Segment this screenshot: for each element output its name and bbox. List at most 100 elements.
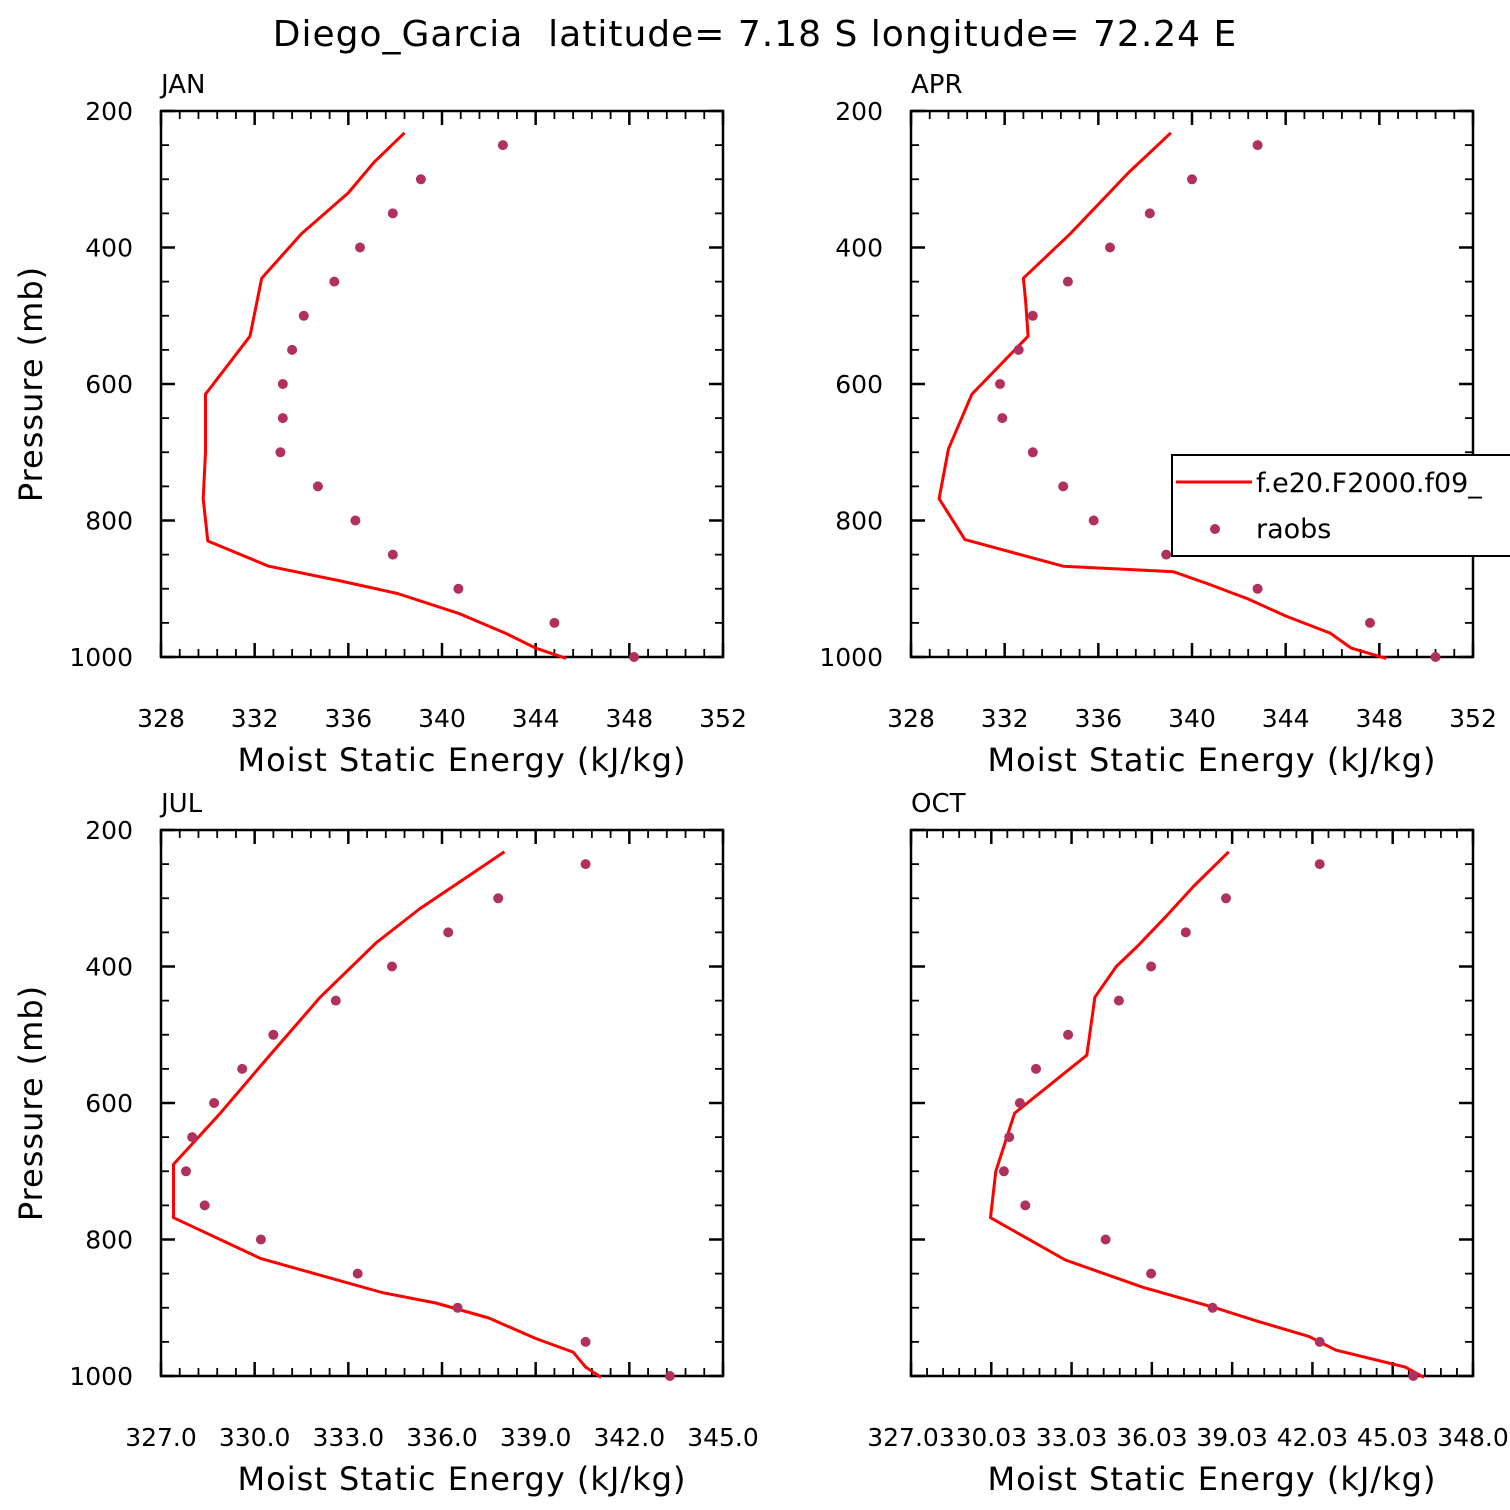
raobs-point [237,1063,248,1074]
x-tick-label: 339.0 [500,1423,572,1452]
panel-apr: APR 328 332 336 340 344 348 352 200 400 600 800 1000… [819,70,1496,779]
raobs-point [1027,310,1038,321]
plot-frame [159,109,725,659]
x-tick-label: 336 [324,704,372,733]
raobs-point [629,652,639,662]
raobs-point [1146,961,1157,972]
raobs-point [1027,447,1038,458]
y-axis-title: Pressure (mb) [12,985,50,1221]
raobs-point [187,1132,198,1143]
panel-label: JAN [159,70,205,100]
raobs-point [580,1336,591,1347]
y-tick-label: 1000 [69,1362,133,1391]
raobs-point [275,447,286,458]
raobs-point [443,927,454,938]
x-tick-label: 348.0 [1437,1423,1509,1452]
x-axis-title: Moist Static Energy (kJ/kg) [238,1460,687,1498]
x-tick-label: 327.0 [125,1423,197,1452]
legend-marker-swatch [1210,524,1220,534]
x-tick-label: 330.0 [219,1423,291,1452]
raobs-point [580,859,591,870]
x-axis-title: Moist Static Energy (kJ/kg) [988,1460,1437,1498]
panel-label: JUL [159,789,203,819]
raobs-point [1113,995,1124,1006]
raobs-point [287,344,298,355]
raobs-point [1221,893,1231,904]
raobs-point [549,617,560,628]
x-tick-label: 352 [1449,704,1497,733]
raobs-point [998,1166,1009,1177]
raobs-point [415,174,426,185]
raobs-point [453,583,464,594]
raobs-point [1004,1132,1015,1143]
x-tick-label: 336.0 [406,1423,478,1452]
raobs-point [1207,1302,1218,1313]
raobs-point [1062,276,1073,287]
raobs-point [1105,242,1115,253]
legend: f.e20.F2000.f09_ raobs [1171,454,1510,557]
y-tick-label: 600 [835,370,883,399]
y-tick-label: 400 [835,234,883,263]
x-tick-label: 33.03 [1036,1423,1108,1452]
x-tick-label: 336 [1074,704,1122,733]
raobs-point [997,413,1008,424]
raobs-point [387,208,398,219]
panel-jan: JAN 328 332 336 340 344 348 352 200 400 600 800 1000… [12,70,747,779]
x-tick-label: 332 [981,704,1029,733]
legend-label-model: f.e20.F2000.f09_ [1256,468,1482,499]
x-tick-label: 344 [1262,704,1310,733]
y-tick-label: 1000 [819,643,883,672]
raobs-point [268,1029,279,1040]
raobs-point [1314,859,1325,870]
x-tick-label: 39.03 [1196,1423,1268,1452]
raobs-point [330,995,341,1006]
raobs-point [1146,1268,1157,1279]
raobs-point [1187,174,1197,185]
y-tick-label: 600 [85,370,133,399]
figure-title: Diego_Garcia latitude= 7.18 S longitude=… [273,14,1238,55]
raobs-point [181,1166,191,1177]
x-tick-label: 342.0 [594,1423,666,1452]
x-tick-label: 30.03 [955,1423,1027,1452]
x-tick-label: 328 [137,704,185,733]
raobs-point [350,515,361,526]
raobs-point [493,893,504,904]
y-tick-label: 400 [85,953,133,982]
raobs-point [1252,140,1263,151]
plot-frame [159,828,725,1378]
raobs-point [277,379,288,389]
y-tick-label: 1000 [69,643,133,672]
y-tick-label: 600 [85,1089,133,1118]
x-axis-title: Moist Static Energy (kJ/kg) [988,741,1437,779]
raobs-point [1144,208,1155,219]
panel-label: OCT [911,789,966,819]
raobs-point [387,961,397,972]
x-tick-label: 42.03 [1277,1423,1349,1452]
x-tick-label: 348 [1355,704,1403,733]
y-tick-label: 800 [85,1226,133,1255]
raobs-point [1014,1098,1025,1108]
panel-label: APR [911,70,963,100]
y-tick-label: 200 [85,97,133,126]
raobs-point [209,1098,220,1108]
raobs-point [298,310,309,321]
legend-label-raobs: raobs [1256,514,1331,545]
x-tick-label: 327.03 [867,1423,954,1452]
model-series-line [937,131,1387,660]
x-tick-label: 332 [231,704,279,733]
raobs-point [1031,1063,1041,1074]
raobs-point [1100,1234,1111,1245]
raobs-point [1161,549,1172,560]
raobs-point [199,1200,210,1211]
x-tick-label: 328 [887,704,935,733]
raobs-point [1058,481,1069,492]
x-tick-label: 345.0 [687,1423,759,1452]
raobs-point [497,140,508,151]
raobs-point [1013,344,1024,355]
raobs-point [387,549,398,560]
raobs-point [664,1371,675,1381]
x-tick-label: 348 [605,704,653,733]
x-tick-label: 333.0 [313,1423,385,1452]
x-tick-label: 36.03 [1116,1423,1188,1452]
